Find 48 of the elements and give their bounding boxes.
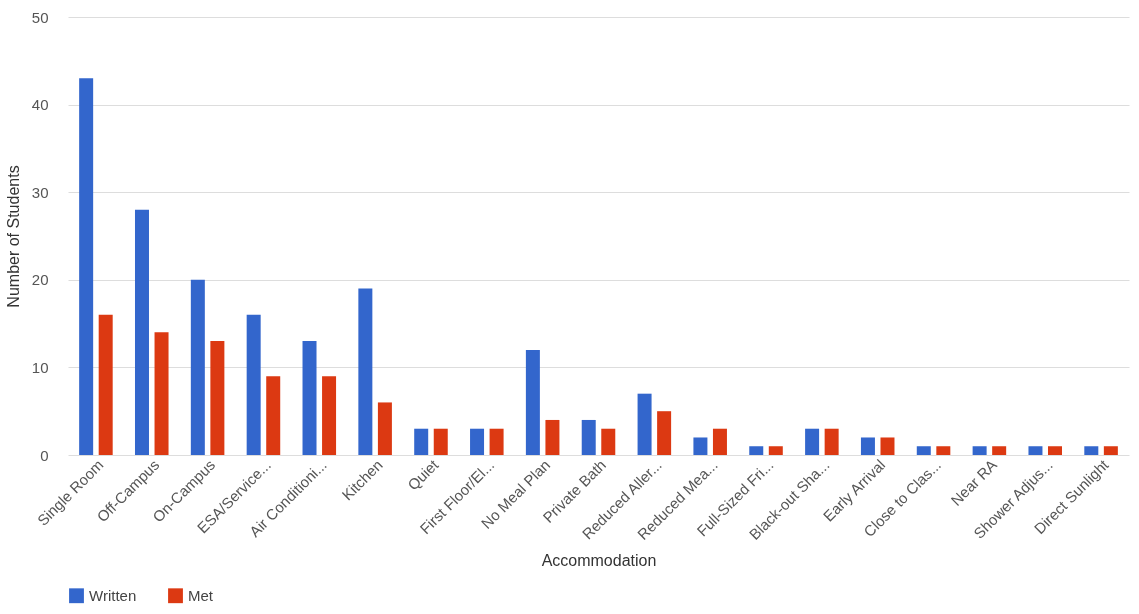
bar (154, 332, 169, 455)
y-tick-label: 50 (31, 8, 49, 26)
legend-label: Met (188, 586, 214, 604)
bar (916, 446, 931, 455)
legend-label: Written (89, 586, 137, 604)
bar (358, 288, 373, 455)
bar (545, 419, 560, 455)
bar (79, 78, 94, 455)
y-tick-label: 10 (31, 358, 49, 376)
bar (266, 376, 281, 455)
bar (525, 349, 540, 455)
bar (860, 437, 875, 455)
bar (601, 428, 616, 455)
bar (581, 419, 596, 455)
bar (992, 446, 1007, 455)
bar (805, 428, 820, 455)
bar (489, 428, 504, 455)
bar (414, 428, 429, 455)
bar (1048, 446, 1063, 455)
bar (768, 446, 783, 455)
x-axis-title: Accommodation (541, 551, 657, 569)
bar (246, 314, 261, 455)
bar (749, 446, 764, 455)
y-tick-label: 20 (31, 271, 49, 289)
bar (880, 437, 895, 455)
bar (712, 428, 727, 455)
bar (210, 341, 225, 455)
bar (972, 446, 987, 455)
bar (693, 437, 708, 455)
bar (637, 393, 652, 455)
bar (1028, 446, 1043, 455)
bar (470, 428, 485, 455)
bar (98, 314, 113, 455)
bar (433, 428, 448, 455)
y-tick-label: 0 (40, 446, 49, 464)
bar (936, 446, 951, 455)
bar (377, 402, 392, 455)
bar (134, 209, 149, 455)
bar (190, 279, 205, 455)
bar (302, 341, 317, 455)
bar (1084, 446, 1099, 455)
bar (824, 428, 839, 455)
bar (322, 376, 337, 455)
bar (1103, 446, 1118, 455)
y-axis-title: Number of Students (4, 165, 22, 308)
y-tick-label: 40 (31, 96, 49, 114)
y-tick-label: 30 (31, 183, 49, 201)
bar (657, 411, 672, 455)
